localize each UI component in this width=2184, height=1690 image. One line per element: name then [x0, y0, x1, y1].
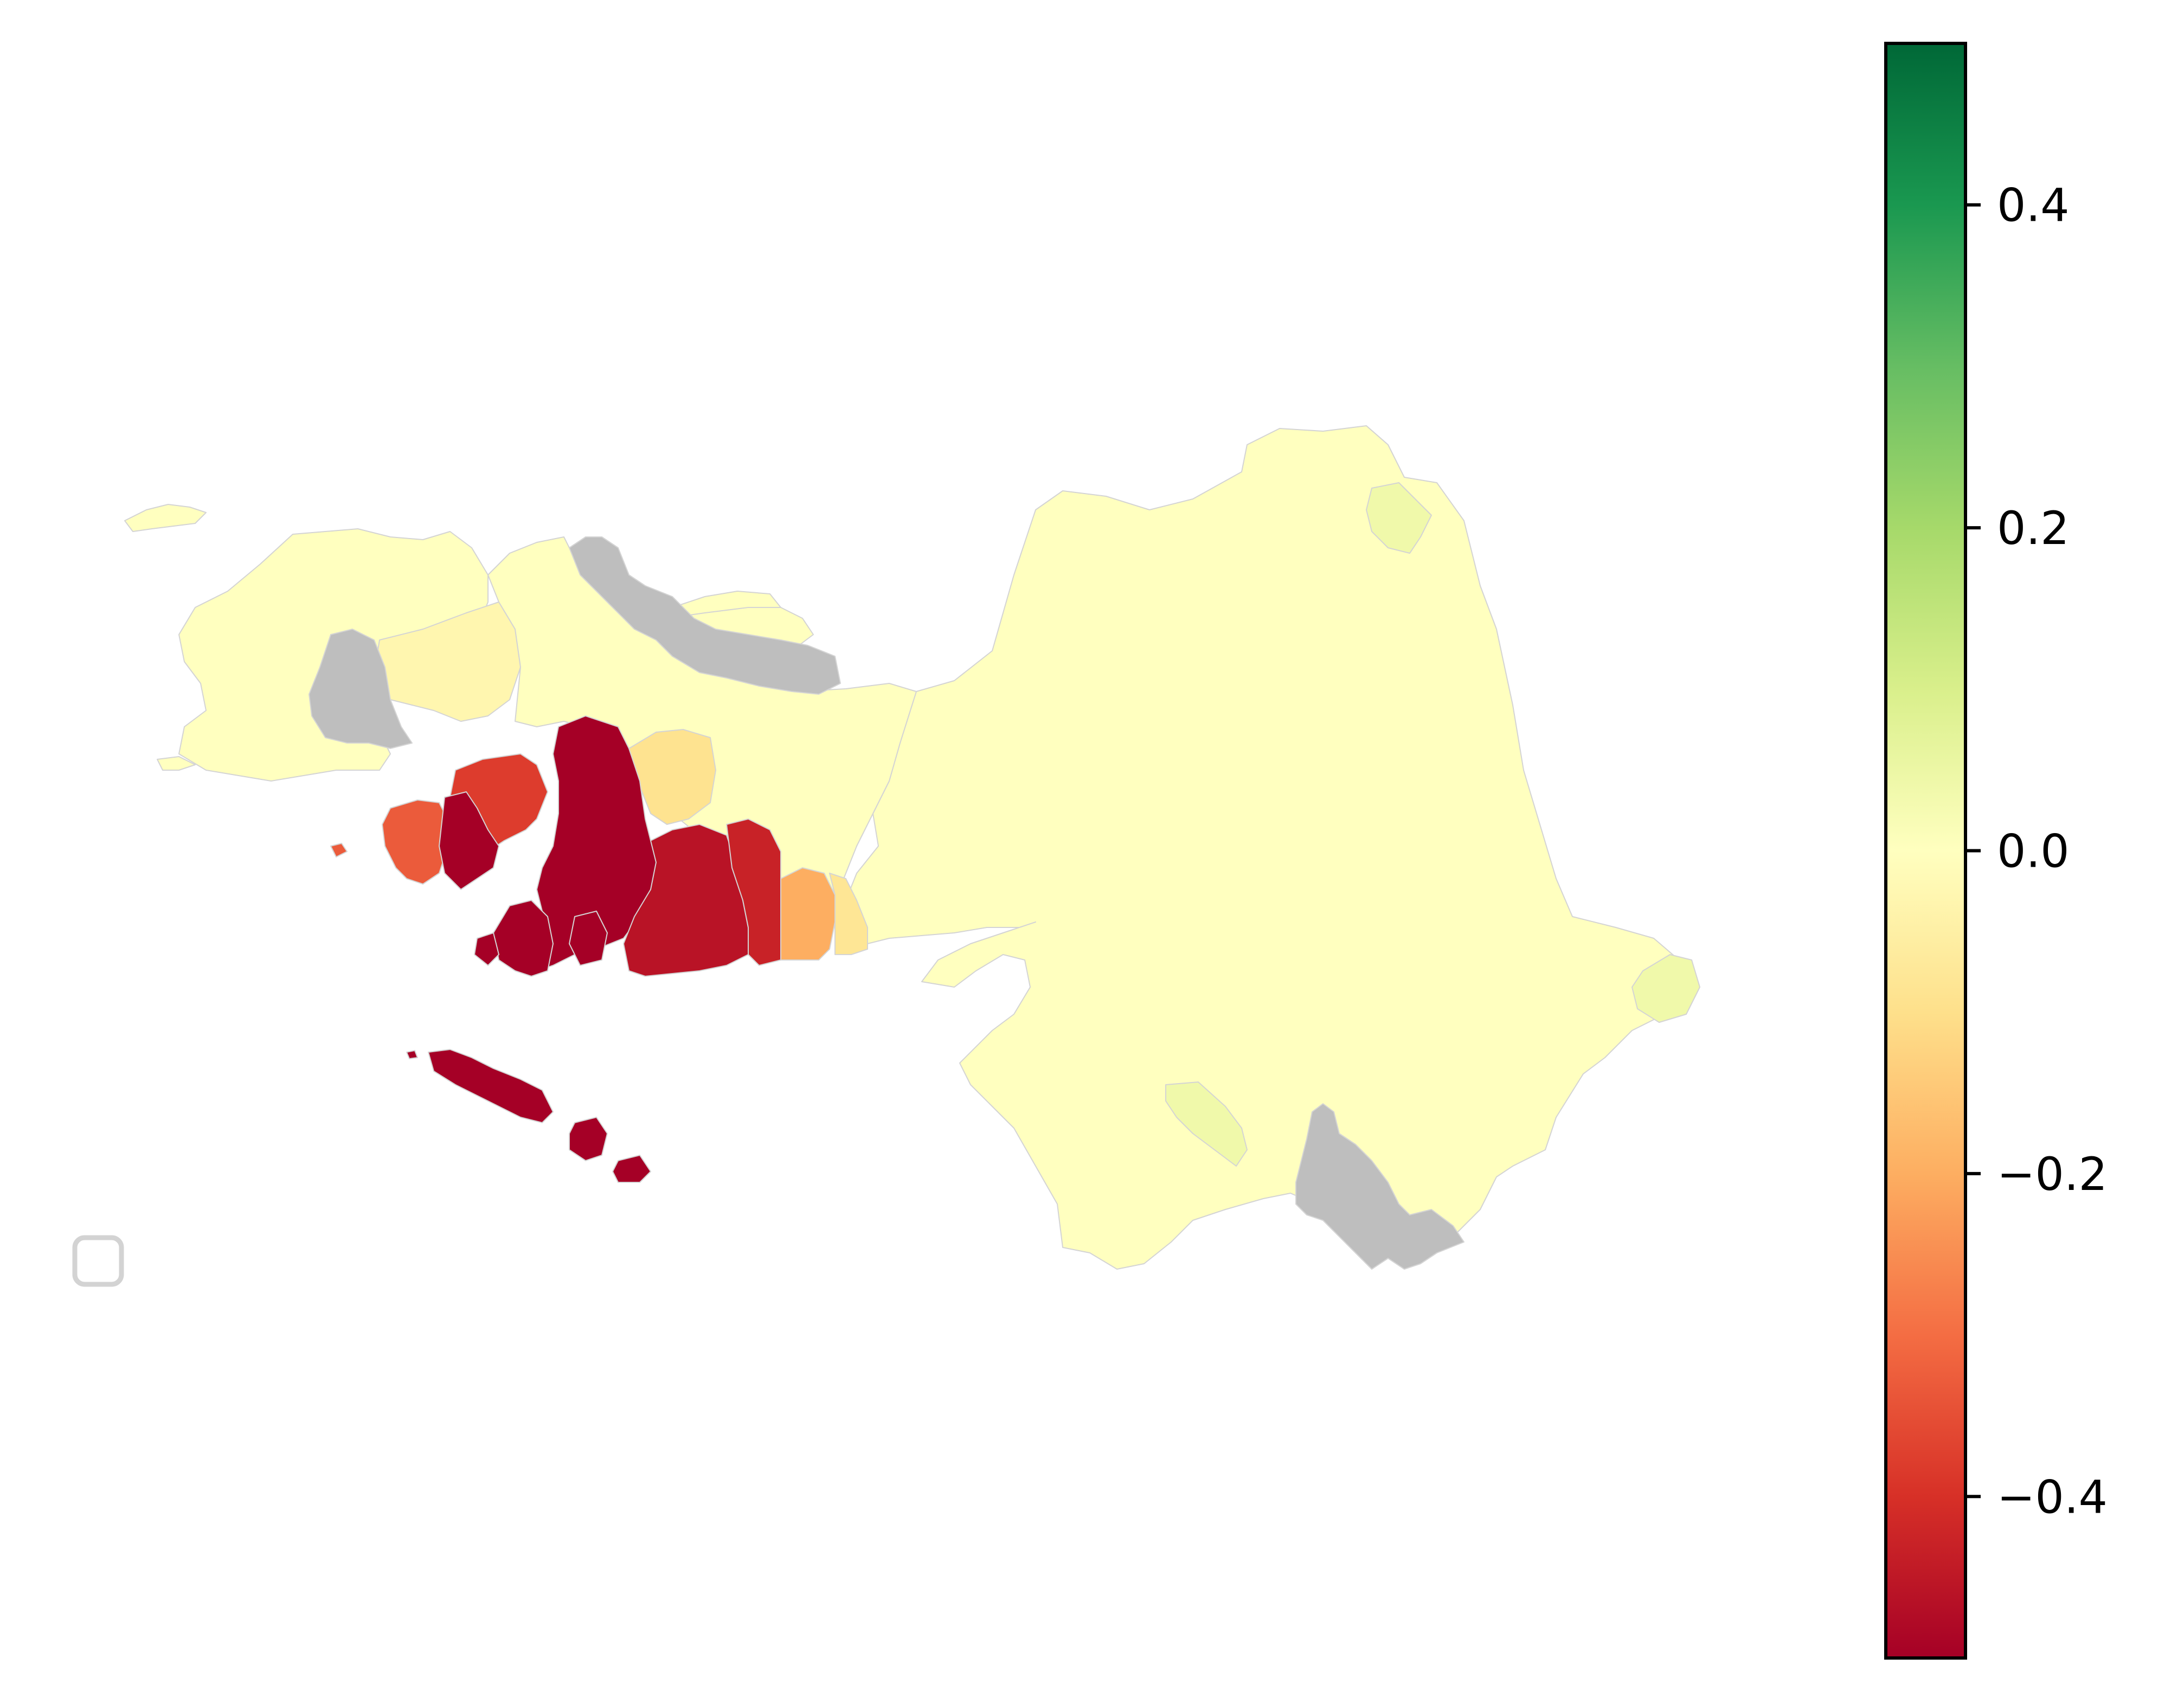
colorbar-ticks: 0.4 0.2 0.0 −0.2 −0.4	[1965, 179, 2108, 1523]
region-yellow-strip	[829, 873, 868, 955]
region-south-island-b	[569, 1117, 608, 1161]
region-west-coast-red	[382, 799, 451, 885]
colorbar: 0.4 0.2 0.0 −0.2 −0.4	[1884, 42, 2108, 1660]
region-south-pocket	[1165, 1081, 1248, 1167]
colorbar-gradient	[1886, 43, 1965, 1658]
region-no-data-north	[569, 536, 841, 695]
region-no-data-west	[309, 629, 413, 749]
region-west-dark-red-c-islet-b	[569, 911, 608, 966]
region-orange-strip	[780, 867, 836, 961]
region-no-data-south	[1295, 1103, 1464, 1270]
region-north-east-pocket	[1366, 482, 1432, 554]
colorbar-tick-label: 0.2	[1997, 502, 2070, 555]
region-north-west-inland	[374, 601, 521, 722]
choropleth-map	[124, 425, 1700, 1270]
region-central-orange-light	[628, 729, 716, 825]
region-south-island-a	[428, 1049, 554, 1123]
region-central-dark-red	[623, 824, 749, 977]
region-south-island-d	[406, 1050, 418, 1059]
colorbar-tick-label: 0.4	[1997, 179, 2070, 232]
region-west-coast-red-islet	[330, 843, 348, 857]
region-north-west-islet-b	[157, 756, 196, 771]
colorbar-tick-label: −0.2	[1997, 1148, 2108, 1201]
colorbar-tick-label: −0.4	[1997, 1470, 2108, 1523]
colorbar-tick-label: 0.0	[1997, 825, 2070, 878]
region-east-mainland	[834, 425, 1692, 1270]
region-west-dark-red-a	[439, 791, 499, 890]
region-south-island-c	[612, 1155, 651, 1183]
region-far-east-pocket	[1631, 954, 1700, 1023]
region-north-west-islet-a	[124, 504, 207, 532]
legend-box	[72, 1235, 124, 1287]
region-west-dark-red-c-islet-a	[474, 932, 499, 966]
